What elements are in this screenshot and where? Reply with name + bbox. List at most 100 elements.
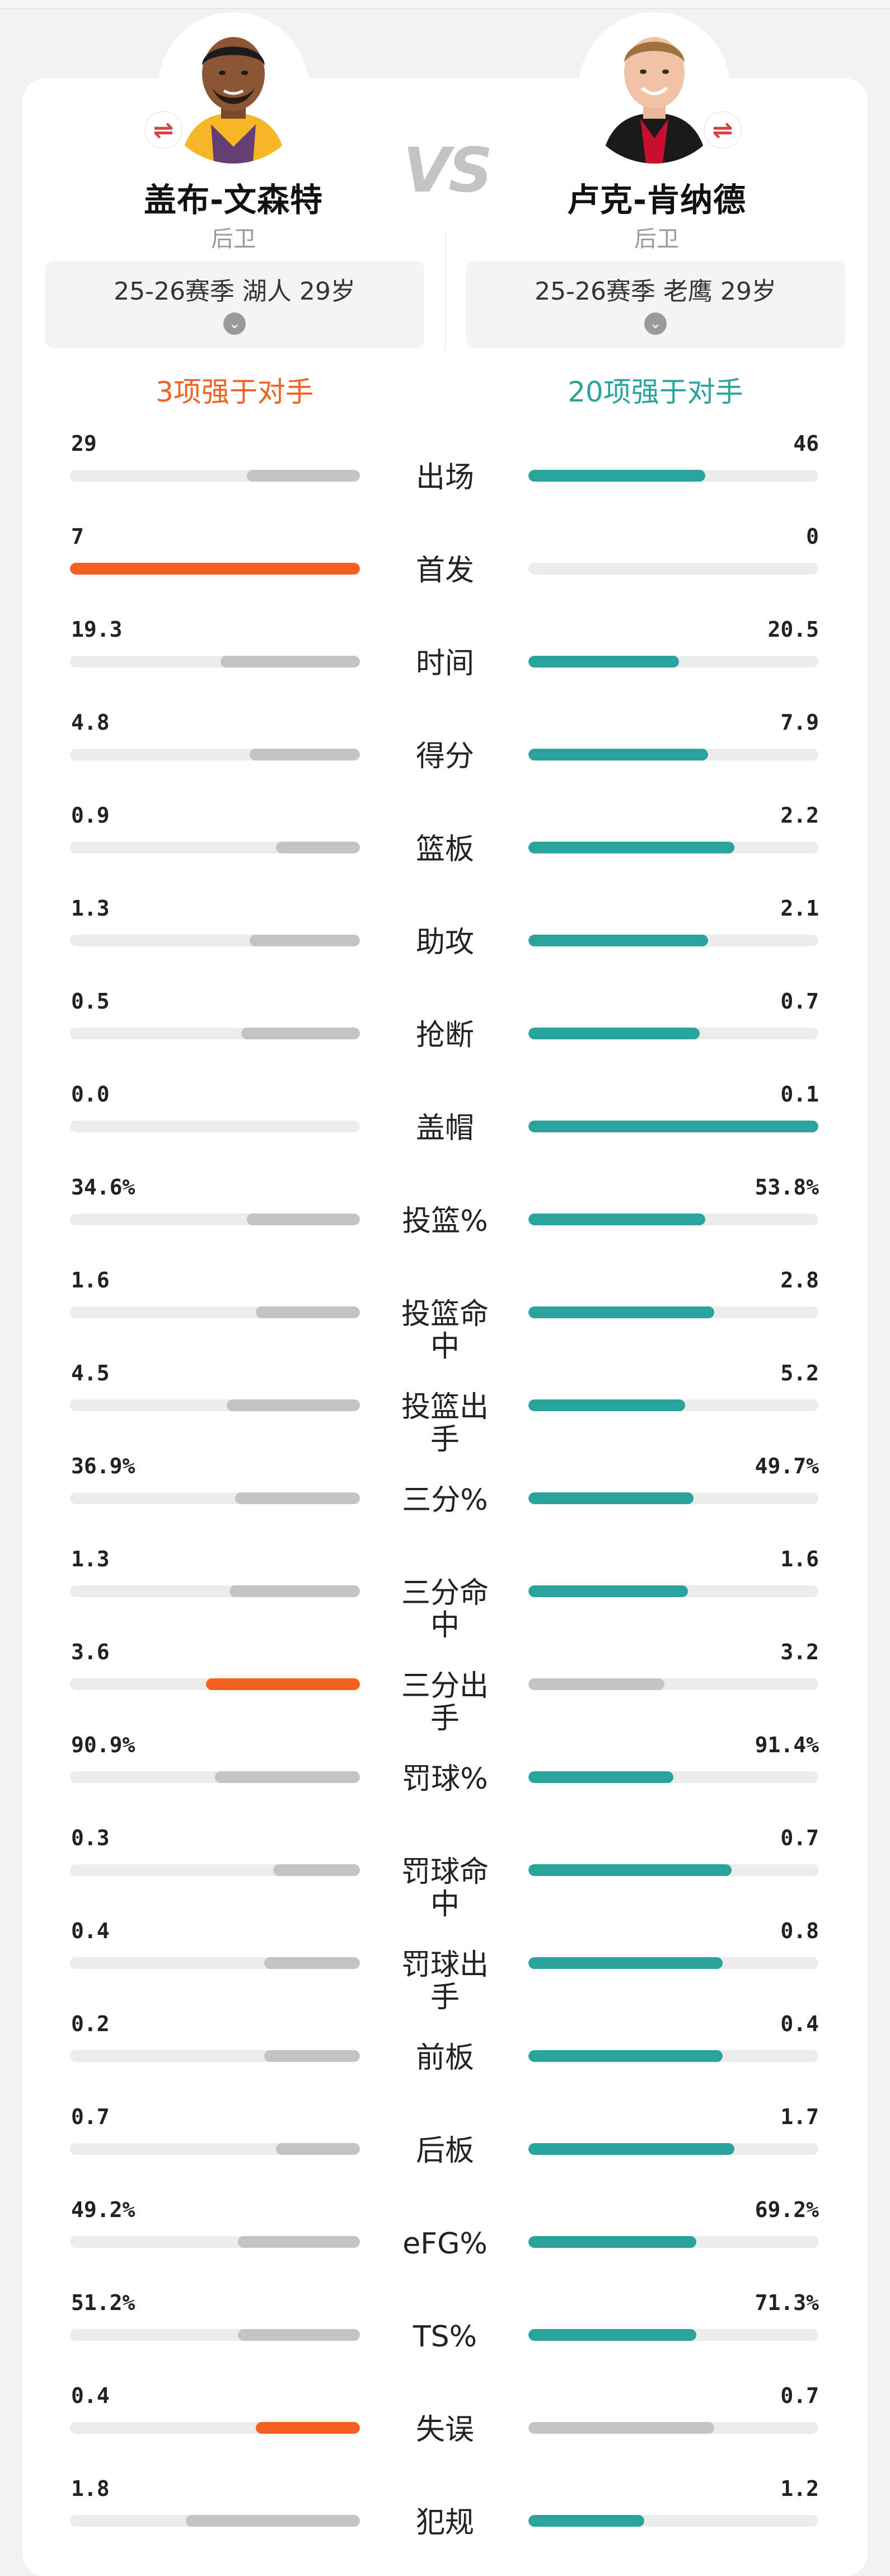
left-season-selector[interactable]: 25-26赛季 湖人 29岁 ⌄ — [45, 261, 424, 348]
right-stat-bar — [528, 2329, 818, 2341]
left-stat-bar — [70, 563, 360, 575]
stat-row: 49.2% 69.2% eFG% — [0, 2197, 890, 2290]
left-player-position: 后卫 — [211, 226, 256, 252]
right-season-selector[interactable]: 25-26赛季 老鹰 29岁 ⌄ — [466, 261, 845, 348]
stat-row: 1.3 2.1 助攻 — [0, 896, 890, 989]
left-stat-bar-fill — [238, 2236, 360, 2248]
right-stat-bar — [528, 842, 818, 853]
right-stat-bar-fill — [528, 2422, 714, 2434]
left-stat-value: 36.9% — [71, 1454, 135, 1478]
stat-label: 罚球% — [402, 1762, 488, 1796]
left-stat-bar — [70, 1585, 360, 1597]
stat-row: 34.6% 53.8% 投篮% — [0, 1175, 890, 1268]
right-stat-value: 0.7 — [780, 2383, 819, 2408]
right-stat-value: 0.7 — [780, 989, 819, 1014]
left-player-avatar[interactable] — [158, 12, 309, 164]
stat-label: 犯规 — [415, 2506, 474, 2540]
stat-label: 失误 — [415, 2413, 474, 2447]
left-stat-bar-fill — [275, 842, 360, 853]
stat-row: 1.8 1.2 犯规 — [0, 2476, 890, 2569]
left-stat-value: 7 — [71, 524, 84, 549]
right-stat-bar — [528, 2143, 818, 2155]
left-stat-bar-fill — [255, 1306, 360, 1318]
right-stat-bar-fill — [528, 2050, 723, 2062]
left-swap-icon[interactable]: ⇌ — [144, 111, 182, 149]
left-stat-bar-fill — [273, 1864, 360, 1876]
left-stat-bar-fill — [255, 2422, 360, 2434]
right-stat-value: 0 — [806, 524, 819, 549]
right-stat-value: 2.8 — [780, 1268, 819, 1292]
left-stat-bar-fill — [238, 2329, 360, 2341]
right-stat-value: 5.2 — [780, 1361, 819, 1385]
right-stat-bar-fill — [528, 1771, 673, 1783]
stat-label: 罚球命 中 — [401, 1855, 489, 1921]
left-summary: 3项强于对手 — [156, 376, 313, 408]
right-stat-value: 0.1 — [780, 1082, 819, 1107]
stat-label: 得分 — [415, 740, 474, 773]
vs-label: VS — [402, 134, 493, 206]
right-stat-bar-fill — [528, 749, 709, 760]
right-stat-value: 2.2 — [780, 803, 819, 828]
right-stat-bar-fill — [528, 842, 734, 853]
left-stat-bar — [70, 1957, 360, 1969]
right-stat-bar — [528, 1492, 818, 1504]
left-stat-bar — [70, 1864, 360, 1876]
stat-row: 0.4 0.8 罚球出 手 — [0, 1919, 890, 2014]
left-stat-bar-fill — [246, 1214, 360, 1225]
stat-row: 4.5 5.2 投篮出 手 — [0, 1361, 890, 1456]
right-season-text: 25-26赛季 老鹰 29岁 — [535, 277, 776, 306]
chevron-down-icon: ⌄ — [644, 312, 667, 335]
right-stat-bar — [528, 2050, 818, 2062]
left-stat-value: 0.4 — [71, 2383, 110, 2408]
left-stat-bar-fill — [241, 1028, 360, 1039]
left-stat-bar — [70, 470, 360, 482]
swap-glyph: ⇌ — [153, 115, 174, 144]
right-stat-bar-fill — [528, 2143, 734, 2155]
right-stat-bar — [528, 1864, 818, 1876]
stat-row: 7 0 首发 — [0, 524, 890, 617]
right-stat-value: 49.7% — [755, 1454, 819, 1478]
left-stat-value: 51.2% — [71, 2290, 135, 2315]
right-stat-bar — [528, 1678, 818, 1690]
right-stat-bar-fill — [528, 2236, 697, 2248]
left-stat-value: 1.8 — [71, 2476, 110, 2501]
chevron-down-icon: ⌄ — [223, 312, 246, 335]
stat-label: 盖帽 — [415, 1112, 474, 1145]
stat-label: 三分% — [402, 1483, 488, 1517]
stat-label: TS% — [413, 2320, 477, 2354]
right-stat-bar — [528, 2422, 818, 2434]
right-stat-bar — [528, 656, 818, 668]
right-stat-bar-fill — [528, 470, 705, 482]
left-stat-value: 1.3 — [71, 896, 110, 921]
left-stat-bar — [70, 749, 360, 760]
right-player-avatar[interactable] — [579, 12, 730, 164]
right-stat-bar — [528, 470, 818, 482]
left-stat-value: 0.9 — [71, 803, 110, 828]
right-stat-bar — [528, 1028, 818, 1039]
left-stat-bar-fill — [250, 749, 360, 760]
left-stat-bar-fill — [229, 1585, 360, 1597]
right-stat-value: 2.1 — [780, 896, 819, 921]
right-stat-bar-fill — [528, 1214, 705, 1225]
left-stat-value: 49.2% — [71, 2197, 135, 2222]
right-stat-bar-fill — [528, 935, 709, 946]
stat-label: 助攻 — [415, 926, 474, 959]
left-stat-value: 34.6% — [71, 1175, 135, 1200]
status-strip — [0, 0, 890, 9]
right-stat-value: 1.2 — [780, 2476, 819, 2501]
stat-row: 4.8 7.9 得分 — [0, 710, 890, 803]
left-stat-bar — [70, 1399, 360, 1411]
left-stat-value: 1.6 — [71, 1268, 110, 1292]
right-stat-value: 20.5 — [767, 617, 819, 642]
right-stat-value: 91.4% — [755, 1733, 819, 1757]
left-stat-bar — [70, 1492, 360, 1504]
stat-row: 29 46 出场 — [0, 431, 890, 524]
right-stat-bar — [528, 1585, 818, 1597]
stat-label: eFG% — [402, 2227, 488, 2261]
left-stat-value: 90.9% — [71, 1733, 135, 1757]
stat-label: 抢断 — [415, 1019, 474, 1052]
stat-label: 罚球出 手 — [401, 1948, 489, 2014]
left-player-photo — [158, 12, 309, 164]
left-stat-value: 4.8 — [71, 710, 110, 735]
right-swap-icon[interactable]: ⇌ — [704, 111, 742, 149]
